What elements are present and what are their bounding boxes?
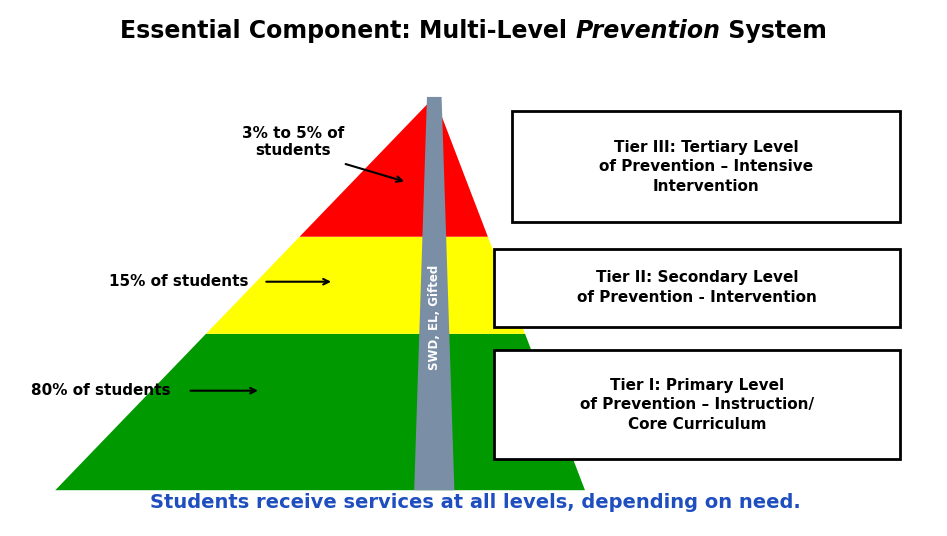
Text: Prevention: Prevention	[575, 19, 720, 43]
Text: 3% to 5% of
students: 3% to 5% of students	[241, 126, 344, 158]
Text: 15% of students: 15% of students	[109, 274, 248, 289]
FancyBboxPatch shape	[493, 249, 900, 327]
Polygon shape	[299, 97, 488, 237]
Text: Essential Component: Multi-Level: Essential Component: Multi-Level	[120, 19, 575, 43]
FancyBboxPatch shape	[493, 351, 900, 459]
Text: Students receive services at all levels, depending on need.: Students receive services at all levels,…	[150, 493, 801, 511]
Text: Tier II: Secondary Level
of Prevention - Intervention: Tier II: Secondary Level of Prevention -…	[577, 270, 816, 305]
Text: System: System	[720, 19, 827, 43]
Polygon shape	[414, 97, 455, 490]
Text: SWD, EL, Gifted: SWD, EL, Gifted	[428, 265, 440, 370]
Text: Tier I: Primary Level
of Prevention – Instruction/
Core Curriculum: Tier I: Primary Level of Prevention – In…	[580, 377, 813, 432]
FancyBboxPatch shape	[512, 111, 900, 222]
Text: 80% of students: 80% of students	[31, 383, 170, 398]
Text: Tier III: Tertiary Level
of Prevention – Intensive
Intervention: Tier III: Tertiary Level of Prevention –…	[599, 139, 813, 194]
Polygon shape	[206, 237, 525, 334]
Polygon shape	[55, 334, 585, 490]
